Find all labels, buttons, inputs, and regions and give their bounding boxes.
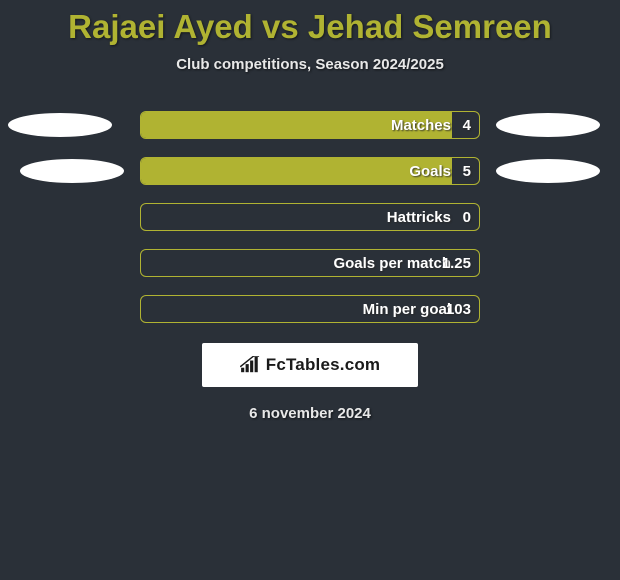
stat-row-min-per-goal: Min per goal 103 xyxy=(0,295,620,323)
stat-row-goals-per-match: Goals per match 1.25 xyxy=(0,249,620,277)
stat-bar: Goals 5 xyxy=(140,157,480,185)
stat-row-hattricks: Hattricks 0 xyxy=(0,203,620,231)
stats-infographic: Rajaei Ayed vs Jehad Semreen Club compet… xyxy=(0,0,620,580)
brand-text: FcTables.com xyxy=(266,355,381,375)
avatar-placeholder-left xyxy=(20,159,124,183)
stat-bar: Hattricks 0 xyxy=(140,203,480,231)
brand-badge[interactable]: FcTables.com xyxy=(202,343,418,387)
page-subtitle: Club competitions, Season 2024/2025 xyxy=(0,56,620,73)
avatar-placeholder-right xyxy=(496,113,600,137)
stat-label: Goals per match xyxy=(141,250,451,277)
page-title: Rajaei Ayed vs Jehad Semreen xyxy=(0,0,620,46)
page-date: 6 november 2024 xyxy=(0,405,620,422)
stat-bar-fill xyxy=(141,112,452,138)
avatar-placeholder-left xyxy=(8,113,112,137)
stat-rows: Matches 4 Goals 5 Hattricks 0 xyxy=(0,111,620,323)
bar-chart-icon xyxy=(240,356,262,374)
stat-bar: Matches 4 xyxy=(140,111,480,139)
stat-row-matches: Matches 4 xyxy=(0,111,620,139)
stat-value: 0 xyxy=(431,204,471,231)
stat-row-goals: Goals 5 xyxy=(0,157,620,185)
stat-label: Min per goal xyxy=(141,296,451,323)
stat-bar: Goals per match 1.25 xyxy=(140,249,480,277)
stat-bar-fill xyxy=(141,158,452,184)
stat-value: 103 xyxy=(431,296,471,323)
stat-value: 1.25 xyxy=(431,250,471,277)
stat-label: Hattricks xyxy=(141,204,451,231)
stat-bar: Min per goal 103 xyxy=(140,295,480,323)
avatar-placeholder-right xyxy=(496,159,600,183)
